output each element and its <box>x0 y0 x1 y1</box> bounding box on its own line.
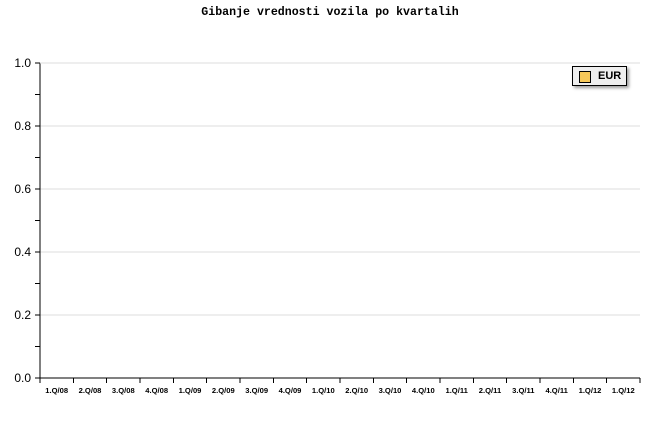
svg-text:1.0: 1.0 <box>14 56 31 70</box>
svg-text:4.Q/08: 4.Q/08 <box>145 386 168 395</box>
svg-text:3.Q/11: 3.Q/11 <box>512 386 535 395</box>
svg-text:1.Q/12: 1.Q/12 <box>579 386 602 395</box>
svg-text:3.Q/09: 3.Q/09 <box>245 386 268 395</box>
svg-text:1.Q/10: 1.Q/10 <box>312 386 335 395</box>
svg-text:1.Q/09: 1.Q/09 <box>179 386 202 395</box>
svg-text:1.Q/11: 1.Q/11 <box>445 386 468 395</box>
svg-text:0.2: 0.2 <box>14 308 31 322</box>
svg-text:4.Q/11: 4.Q/11 <box>545 386 568 395</box>
svg-text:2.Q/09: 2.Q/09 <box>212 386 235 395</box>
svg-text:2.Q/11: 2.Q/11 <box>479 386 502 395</box>
svg-text:2.Q/08: 2.Q/08 <box>79 386 102 395</box>
svg-text:1.Q/12: 1.Q/12 <box>612 386 635 395</box>
svg-text:3.Q/10: 3.Q/10 <box>379 386 402 395</box>
svg-text:0.8: 0.8 <box>14 119 31 133</box>
svg-text:1.Q/08: 1.Q/08 <box>45 386 68 395</box>
svg-text:4.Q/10: 4.Q/10 <box>412 386 435 395</box>
svg-text:0.4: 0.4 <box>14 245 31 259</box>
svg-text:0.6: 0.6 <box>14 182 31 196</box>
svg-text:0.0: 0.0 <box>14 371 31 385</box>
svg-text:4.Q/09: 4.Q/09 <box>279 386 302 395</box>
svg-text:3.Q/08: 3.Q/08 <box>112 386 135 395</box>
svg-text:2.Q/10: 2.Q/10 <box>345 386 368 395</box>
